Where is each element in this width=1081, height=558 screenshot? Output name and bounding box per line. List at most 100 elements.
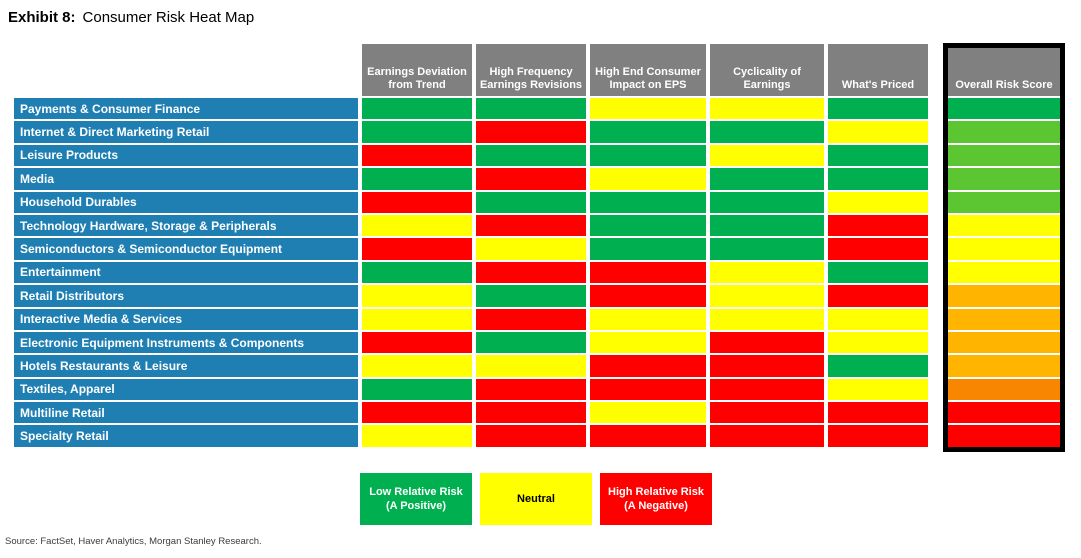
overall-score-cell [943,425,1065,447]
row-label: Electronic Equipment Instruments & Compo… [14,331,358,354]
heatmap-cell [362,378,472,401]
heatmap-cell [476,261,586,284]
heatmap-cell [710,98,824,120]
heatmap-cell [476,98,586,120]
heatmap-cell [476,331,586,354]
heatmap-cell [476,191,586,213]
row-label: Leisure Products [14,144,358,167]
column-spacer [932,168,939,189]
exhibit-number: Exhibit 8: [8,9,76,26]
table-corner [14,44,358,96]
column-header: High End Consumer Impact on EPS [590,44,706,96]
heatmap-cell [590,308,706,330]
column-header: High Frequency Earnings Revisions [476,44,586,96]
overall-score-cell [943,402,1065,424]
heatmap-cell [476,168,586,190]
heatmap-cell [590,261,706,284]
row-label: Media [14,168,358,190]
overall-score-cell [943,308,1065,330]
heatmap-cell [590,331,706,354]
heatmap-cell [828,378,928,401]
heatmap-cell [710,191,824,213]
overall-score-cell [943,121,1065,143]
overall-score-cell [943,331,1065,354]
column-header-overall-risk-score: Overall Risk Score [943,44,1065,96]
heatmap-cell [590,425,706,447]
row-label: Interactive Media & Services [14,308,358,330]
heatmap-cell [590,402,706,424]
column-spacer [932,215,939,236]
heatmap-cell [828,308,928,330]
exhibit-title: Exhibit 8: Consumer Risk Heat Map [8,9,254,26]
column-header: What's Priced [828,44,928,96]
heatmap-cell [710,121,824,143]
column-spacer [932,355,939,376]
column-spacer [932,121,939,142]
exhibit-title-text: Consumer Risk Heat Map [82,9,255,26]
heatmap-cell [362,261,472,284]
heatmap-cell [590,144,706,167]
column-spacer [932,402,939,423]
heatmap-cell [476,238,586,260]
row-label: Retail Distributors [14,285,358,307]
heatmap-cell [828,285,928,307]
heatmap-cell [710,261,824,284]
heatmap-cell [476,378,586,401]
overall-score-cell [943,98,1065,120]
heatmap-cell [362,121,472,143]
heatmap-cell [828,214,928,237]
heatmap-cell [362,191,472,213]
column-spacer [932,262,939,283]
overall-score-cell [943,144,1065,167]
row-label: Multiline Retail [14,402,358,424]
heatmap-cell [710,308,824,330]
heatmap-cell [828,98,928,120]
row-label: Entertainment [14,261,358,284]
heatmap-cell [710,168,824,190]
heatmap-cell [710,331,824,354]
heatmap-cell [828,402,928,424]
column-spacer [932,379,939,400]
heatmap-cell [710,425,824,447]
column-spacer [932,238,939,259]
heatmap-cell [476,355,586,377]
heatmap-cell [476,308,586,330]
legend-low-risk: Low Relative Risk (A Positive) [360,473,472,525]
heatmap-cell [710,285,824,307]
heatmap-cell [362,168,472,190]
heatmap-cell [476,402,586,424]
column-spacer [932,285,939,306]
heatmap-cell [476,285,586,307]
overall-score-cell [943,378,1065,401]
heatmap-cell [362,98,472,120]
heatmap-cell [590,355,706,377]
heatmap-cell [362,238,472,260]
risk-legend: Low Relative Risk (A Positive) Neutral H… [360,473,712,525]
heatmap-cell [828,238,928,260]
risk-heatmap-table: Earnings Deviation from Trend High Freque… [14,44,1065,447]
heatmap-cell [828,261,928,284]
column-spacer [932,425,939,446]
heatmap-cell [710,238,824,260]
overall-score-cell [943,355,1065,377]
overall-score-cell [943,214,1065,237]
overall-score-cell [943,191,1065,213]
column-header: Cyclicality of Earnings [710,44,824,96]
legend-neutral: Neutral [480,473,592,525]
heatmap-cell [710,214,824,237]
heatmap-cell [362,144,472,167]
heatmap-cell [590,121,706,143]
heatmap-cell [710,144,824,167]
heatmap-cell [710,378,824,401]
column-spacer [932,98,939,119]
heatmap-cell [828,144,928,167]
heatmap-cell [476,144,586,167]
heatmap-cell [590,238,706,260]
row-label: Technology Hardware, Storage & Periphera… [14,214,358,237]
heatmap-cell [710,402,824,424]
row-label: Specialty Retail [14,425,358,447]
heatmap-cell [828,331,928,354]
row-label: Textiles, Apparel [14,378,358,401]
heatmap-cell [590,168,706,190]
